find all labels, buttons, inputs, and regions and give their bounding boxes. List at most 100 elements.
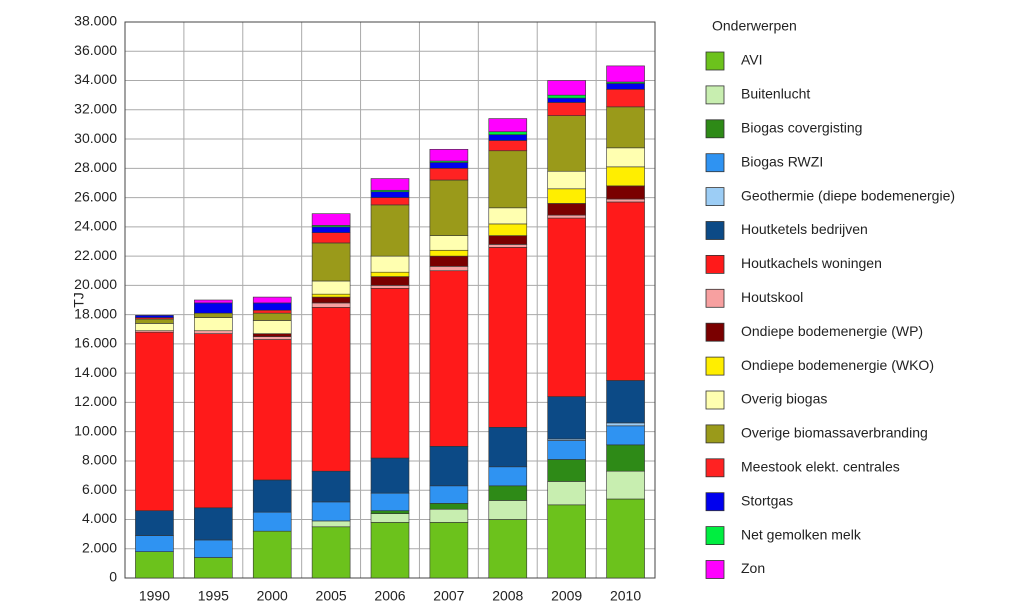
x-tick-label: 2006 [374,588,405,604]
bar-segment [488,131,528,135]
x-tick-label: 2008 [492,588,523,604]
y-tick-label: 34.000 [74,71,117,87]
bar-segment [194,312,233,318]
bar-segment [370,287,410,459]
bar-segment [194,507,233,541]
legend-label: Stortgas [741,492,793,508]
x-tick-label: 2007 [433,588,464,604]
bar-segment [606,425,645,446]
bar-segment [429,266,469,272]
legend-swatch [705,526,725,545]
bar-segment [252,296,292,304]
y-tick-label: 32.000 [74,100,117,116]
bar-segment [311,470,351,503]
bar-segment [547,97,586,103]
bar-segment [311,520,351,528]
bar-segment [547,170,586,190]
legend-label: Houtkachels woningen [741,255,882,271]
bar-segment [194,302,233,314]
legend-label: Meestook elekt. centrales [741,459,900,475]
bar-segment [606,198,645,203]
bar-segment [547,481,586,506]
bar-segment [547,94,586,99]
bar-segment [547,214,586,219]
bar-segment [252,530,292,579]
bar-segment [547,115,586,172]
legend-swatch [705,119,725,139]
legend-swatch [705,424,725,444]
bar-segment [488,235,528,245]
legend-swatch [705,221,725,240]
legend-swatch [705,51,725,71]
bar-segment [547,217,586,397]
bar-segment [488,223,528,236]
legend-label: Geothermie (diepe bodemenergie) [741,187,955,203]
legend-swatch [705,492,725,512]
bar-segment [311,501,351,522]
y-tick-label: 18.000 [74,305,117,321]
bar-segment [429,148,469,162]
bar-segment [370,197,410,206]
bar-segment [606,147,645,168]
bar-segment [488,140,528,152]
legend-swatch [705,322,725,342]
legend-label: Biogas covergisting [741,120,862,136]
bar-segment [488,500,528,520]
bar-segment [311,226,351,233]
bar-segment [311,296,351,304]
bar-segment [252,339,292,481]
bar-segment [252,333,292,337]
bar-segment [252,312,292,321]
y-tick-label: 30.000 [74,130,117,146]
bar-segment [547,80,586,96]
bar-segment [488,247,528,428]
legend-swatch [705,560,725,579]
bar-segment [252,320,292,334]
bar-segment [370,492,410,511]
bar-segment [547,102,586,116]
bar-segment [547,396,586,440]
legend-swatch [705,254,725,274]
y-tick-label: 36.000 [74,42,117,58]
y-tick-label: 2.000 [82,539,117,555]
bar-segment [606,201,645,381]
y-tick-label: 26.000 [74,188,117,204]
bar-segment [370,457,410,494]
bar-segment [370,510,410,514]
legend-label: Ondiepe bodemenergie (WKO) [741,357,934,373]
legend-swatch [705,187,725,207]
bar-segment [135,510,174,536]
bar-segment [135,318,174,324]
legend-label: Zon [741,560,765,576]
bar-segment [547,504,586,579]
x-tick-label: 2005 [316,588,347,604]
bar-segment [606,380,645,424]
bar-segment [311,302,351,308]
y-tick-label: 4.000 [82,510,117,526]
y-tick-label: 38.000 [74,13,117,29]
bar-segment [194,317,233,332]
y-tick-label: 0 [109,569,117,585]
bar-segment [311,232,351,244]
bar-segment [370,285,410,289]
bar-segment [370,255,410,273]
bar-segment [370,513,410,523]
bar-segment [252,336,292,340]
bar-segment [488,519,528,579]
x-tick-label: 2010 [610,588,641,604]
y-tick-label: 22.000 [74,247,117,263]
legend-swatch [705,85,725,105]
x-tick-label: 2000 [257,588,288,604]
legend-swatch [705,390,725,410]
bar-segment [429,235,469,251]
bar-segment [429,522,469,579]
bar-segment [606,166,645,187]
legend-label: Overige biomassaverbranding [741,425,928,441]
bar-segment [252,511,292,532]
bar-segment [135,315,174,318]
bar-segment [606,65,645,83]
bar-segment [488,118,528,133]
bar-segment [370,178,410,191]
y-tick-label: 12.000 [74,393,117,409]
